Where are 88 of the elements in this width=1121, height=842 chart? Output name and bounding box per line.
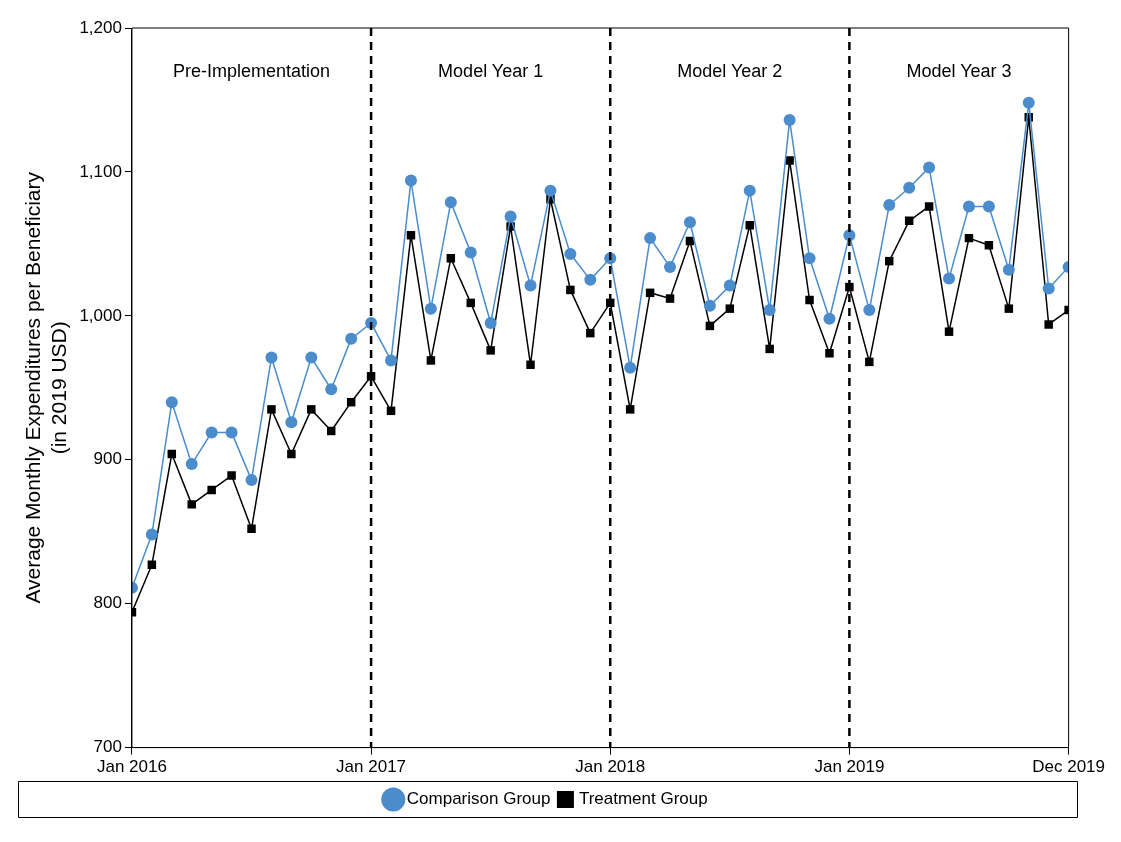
point <box>466 298 475 308</box>
point <box>765 344 774 354</box>
point <box>205 426 218 439</box>
point <box>484 317 497 330</box>
point <box>305 351 318 364</box>
point <box>227 471 236 480</box>
point <box>883 199 896 212</box>
point <box>566 285 575 295</box>
point <box>385 354 398 367</box>
point <box>486 346 495 355</box>
point <box>664 260 677 273</box>
y-tick-label: 900 <box>93 449 122 469</box>
point <box>803 252 816 265</box>
point <box>624 361 637 374</box>
point <box>345 332 358 345</box>
point <box>903 181 916 194</box>
legend-label: Comparison Group <box>406 789 551 809</box>
point <box>185 458 198 471</box>
annotation: Pre-Implementation <box>172 60 331 81</box>
point <box>586 328 595 338</box>
point <box>625 405 635 414</box>
x-tick-label: Jan 2016 <box>96 757 167 777</box>
point <box>366 372 376 381</box>
point <box>207 485 216 495</box>
annotation: Model Year 1 <box>438 60 544 81</box>
x-tick-label: Jan 2018 <box>575 757 646 777</box>
point <box>426 356 436 365</box>
point <box>446 254 456 263</box>
point <box>564 247 577 260</box>
point <box>665 294 675 303</box>
point <box>944 327 954 336</box>
point <box>823 312 836 325</box>
point <box>1022 96 1035 109</box>
point <box>683 216 696 229</box>
point <box>924 202 934 211</box>
point <box>187 500 196 509</box>
point <box>1002 263 1015 276</box>
point <box>287 449 296 459</box>
annotation: Model Year 2 <box>677 60 783 81</box>
point <box>863 304 876 317</box>
point <box>584 273 597 286</box>
point <box>923 161 936 174</box>
point <box>526 360 535 370</box>
point <box>743 184 756 197</box>
point <box>703 299 716 312</box>
y-tick-label: 1,000 <box>79 305 122 325</box>
point <box>307 405 316 414</box>
point <box>984 241 994 250</box>
y-tick-label: 800 <box>93 593 122 613</box>
point <box>464 246 477 259</box>
point <box>725 304 735 313</box>
x-tick-label: Dec 2019 <box>1032 757 1105 777</box>
y-tick-label: 1,100 <box>79 161 122 181</box>
point <box>424 302 437 315</box>
annotation: Model Year 3 <box>906 60 1012 81</box>
point <box>265 351 278 364</box>
legend-label: Treatment Group <box>578 789 708 809</box>
point <box>982 200 995 213</box>
point <box>943 272 956 285</box>
point <box>225 426 238 439</box>
point <box>1004 304 1014 313</box>
x-tick-label: Jan 2019 <box>814 757 885 777</box>
point <box>247 524 256 534</box>
point <box>504 210 517 223</box>
point <box>1044 320 1053 329</box>
point <box>763 304 776 317</box>
point <box>444 196 457 209</box>
x-tick-label: Jan 2017 <box>336 757 407 777</box>
point <box>325 383 338 396</box>
point <box>962 200 975 213</box>
y-tick-label: 1,200 <box>79 17 122 37</box>
point <box>865 357 874 367</box>
y-tick-label: 700 <box>93 737 122 757</box>
point <box>285 416 298 429</box>
point <box>825 349 834 358</box>
point <box>524 279 537 292</box>
point <box>245 473 258 486</box>
point <box>644 232 657 245</box>
point <box>805 295 814 305</box>
point <box>723 279 736 292</box>
point <box>145 528 158 541</box>
point <box>544 184 557 197</box>
point <box>267 405 276 414</box>
point <box>783 114 796 127</box>
point <box>1042 282 1055 295</box>
point <box>404 174 417 187</box>
y-axis-title: Average Monthly Expenditures per Beneficiary (in 2019 USD) <box>21 171 70 604</box>
point <box>165 396 178 409</box>
